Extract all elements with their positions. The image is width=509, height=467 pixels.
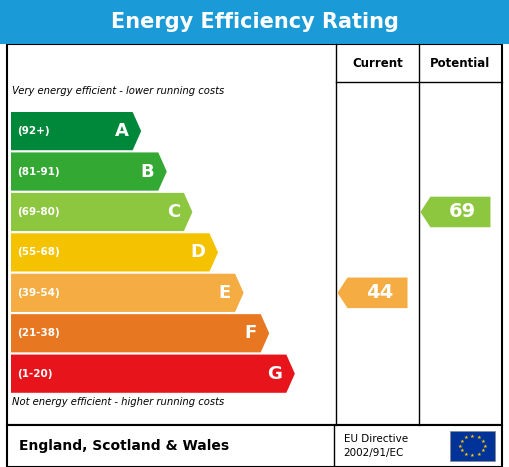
Text: ★: ★ — [483, 444, 488, 448]
Text: Not energy efficient - higher running costs: Not energy efficient - higher running co… — [12, 397, 224, 407]
Text: (1-20): (1-20) — [17, 368, 52, 379]
Bar — [7, 425, 502, 467]
Text: ★: ★ — [481, 448, 486, 453]
Text: 44: 44 — [366, 283, 393, 302]
Polygon shape — [11, 274, 244, 312]
Text: ★: ★ — [459, 448, 464, 453]
Text: F: F — [244, 324, 257, 342]
Polygon shape — [11, 354, 295, 393]
Polygon shape — [11, 314, 269, 353]
Polygon shape — [11, 152, 167, 191]
Text: ★: ★ — [476, 452, 481, 457]
Text: (81-91): (81-91) — [17, 167, 60, 177]
Text: A: A — [115, 122, 129, 140]
Text: ★: ★ — [476, 435, 481, 440]
Text: (55-68): (55-68) — [17, 248, 60, 257]
Text: 2002/91/EC: 2002/91/EC — [344, 448, 404, 458]
Text: (92+): (92+) — [17, 126, 49, 136]
Text: ★: ★ — [464, 435, 469, 440]
Text: B: B — [140, 163, 154, 181]
Bar — [450, 431, 495, 461]
Text: G: G — [267, 365, 282, 382]
Text: (21-38): (21-38) — [17, 328, 60, 338]
Text: (69-80): (69-80) — [17, 207, 60, 217]
Polygon shape — [11, 112, 141, 150]
Text: ★: ★ — [459, 439, 464, 444]
Text: ★: ★ — [470, 453, 475, 458]
Text: ★: ★ — [470, 434, 475, 439]
Text: Current: Current — [352, 57, 403, 70]
Text: Potential: Potential — [430, 57, 491, 70]
Text: ★: ★ — [458, 444, 462, 448]
Text: D: D — [190, 243, 206, 262]
Polygon shape — [337, 277, 408, 308]
Text: Very energy efficient - lower running costs: Very energy efficient - lower running co… — [12, 86, 224, 96]
Polygon shape — [11, 193, 192, 231]
Polygon shape — [11, 234, 218, 271]
Text: Energy Efficiency Rating: Energy Efficiency Rating — [110, 12, 399, 32]
Text: England, Scotland & Wales: England, Scotland & Wales — [19, 439, 229, 453]
Text: (39-54): (39-54) — [17, 288, 60, 298]
Text: C: C — [166, 203, 180, 221]
Bar — [7, 44, 502, 425]
Text: ★: ★ — [481, 439, 486, 444]
Text: ★: ★ — [464, 452, 469, 457]
Text: E: E — [219, 284, 231, 302]
Text: EU Directive: EU Directive — [344, 434, 408, 444]
Polygon shape — [420, 197, 490, 227]
Text: 69: 69 — [449, 203, 476, 221]
Bar — [0, 0, 509, 44]
